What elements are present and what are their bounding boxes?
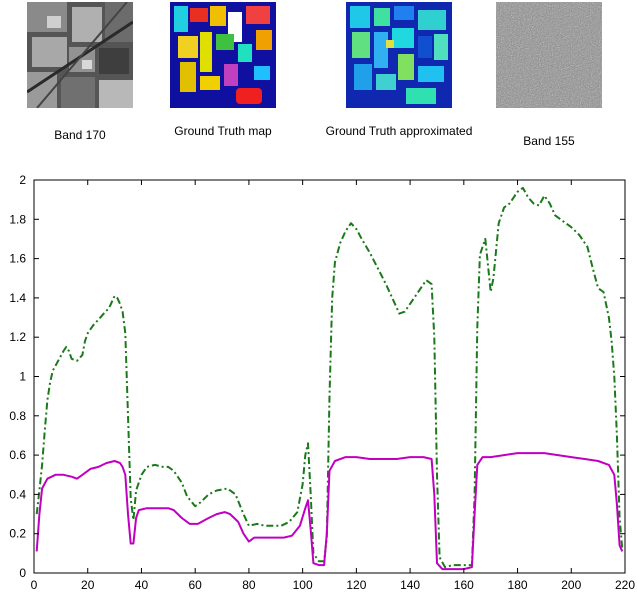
image-caption-ground-truth-map: Ground Truth map <box>174 124 272 138</box>
approximated-map-image <box>346 2 452 108</box>
y-tick-label: 2 <box>19 173 26 187</box>
spectral-line-chart: 0 20 40 60 80 100 120 140 160 180 200 220 0 0.2 0.4 0.6… <box>9 173 635 592</box>
x-tick-label: 180 <box>508 578 528 592</box>
y-tick-label: 0.8 <box>9 409 26 423</box>
y-tick-label: 0 <box>19 566 26 580</box>
classification-map-image <box>170 2 276 108</box>
x-tick-label: 140 <box>400 578 420 592</box>
x-tick-label: 220 <box>615 578 635 592</box>
y-tick-label: 1.4 <box>9 291 26 305</box>
image-caption-band-155: Band 155 <box>523 134 575 148</box>
y-tick-label: 1.2 <box>9 330 26 344</box>
x-tick-label: 80 <box>242 578 256 592</box>
series-line-solid <box>35 452 624 571</box>
x-tick-label: 120 <box>346 578 366 592</box>
x-tick-label: 60 <box>189 578 203 592</box>
x-tick-label: 0 <box>31 578 38 592</box>
y-tick-label: 0.2 <box>9 527 26 541</box>
noise-band-image <box>496 2 602 108</box>
x-tick-label: 40 <box>135 578 149 592</box>
image-caption-band-170: Band 170 <box>54 128 106 142</box>
y-tick-label: 1.6 <box>9 252 26 266</box>
x-tick-label: 20 <box>81 578 95 592</box>
x-tick-label: 160 <box>454 578 474 592</box>
series-line-dash-dot <box>35 186 624 569</box>
x-tick-label: 200 <box>561 578 581 592</box>
y-tick-label: 1 <box>19 370 26 384</box>
y-tick-label: 0.6 <box>9 448 26 462</box>
grayscale-satellite-band-image <box>27 2 133 108</box>
y-tick-label: 0.4 <box>9 487 26 501</box>
image-caption-ground-truth-approximated: Ground Truth approximated <box>325 124 473 138</box>
y-tick-label: 1.8 <box>9 212 26 226</box>
x-tick-label: 100 <box>293 578 313 592</box>
